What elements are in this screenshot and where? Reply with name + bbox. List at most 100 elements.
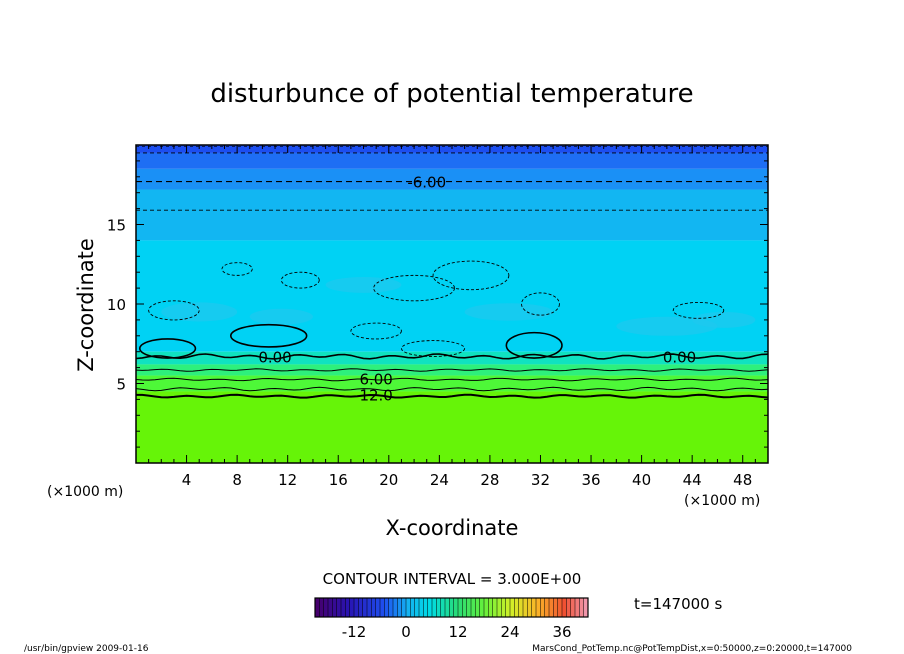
value-layer-7 [136,375,768,392]
colorbar-cell-0 [315,598,320,617]
colorbar-cell-24 [419,598,424,617]
x-tick-label-48: 48 [733,471,752,489]
negative-contour-loop-6 [221,262,253,276]
negative-contour-loop-8 [148,300,200,321]
colorbar-tick-label-4: 36 [552,623,571,641]
colorbar-cell-14 [375,598,381,617]
colorbar-cell-22 [410,598,415,617]
negative-contour-loop-5 [672,301,725,319]
colorbar-cell-49 [527,598,532,617]
footer-left: /usr/bin/gpview 2009-01-16 [24,644,149,654]
negative-contour-loop-7 [280,271,320,289]
variation-patch-2 [464,303,554,321]
colorbar-cell-33 [458,598,463,617]
colorbar-cell-37 [475,598,480,617]
colorbar-cell-45 [510,598,515,617]
colorbar-frame [314,597,589,618]
colorbar-cell-59 [570,598,576,617]
contour-label-3: 6.00 [359,371,392,389]
value-layer-3 [136,189,768,241]
colorbar-cell-48 [523,598,528,617]
colorbar: -12 0 12 24 36 [314,597,589,641]
negative-contour-loop-3 [350,322,402,340]
colorbar-cell-60 [575,598,580,617]
colorbar-cell-52 [540,598,545,617]
variation-patch-4 [692,311,756,328]
colorbar-cell-46 [514,598,519,617]
x-tick-label-4: 4 [182,471,192,489]
x-tick-label-44: 44 [683,471,702,489]
colorbar-cell-41 [492,598,498,617]
x-tick-label-20: 20 [379,471,398,489]
colorbar-cell-57 [562,598,567,617]
colorbar-cell-50 [531,598,537,617]
colorbar-cell-30 [445,598,450,617]
colorbar-cell-39 [484,598,489,617]
colorbar-cell-31 [449,598,454,617]
colorbar-cell-15 [380,598,385,617]
contour-label-0: -6.00 [407,174,446,192]
contour-9 [135,386,769,392]
colorbar-cell-20 [401,598,407,617]
contour-12 [136,393,769,399]
colorbar-tick-label-1: 0 [401,623,411,641]
negative-contour-loop-4 [400,340,466,357]
x-tick-label-28: 28 [480,471,499,489]
colorbar-cell-40 [488,598,493,617]
colorbar-cell-1 [319,598,324,617]
zero-contour-loop-2 [505,331,563,359]
colorbar-cell-38 [479,598,485,617]
colorbar-cell-35 [466,598,472,617]
colorbar-tick-label-3: 24 [500,623,519,641]
colorbar-cell-2 [323,598,329,617]
y-axis-label: Z-coordinate [74,238,98,372]
x-tick-label-12: 12 [278,471,297,489]
colorbar-cell-5 [336,598,342,617]
colorbar-cell-51 [536,598,541,617]
colorbar-cell-23 [414,598,420,617]
x-tick-label-40: 40 [632,471,651,489]
colorbar-cell-11 [362,598,368,617]
colorbar-cell-36 [471,598,476,617]
y-tick-label-5: 5 [116,376,126,394]
variation-patch-3 [616,316,718,336]
colorbar-cell-12 [367,598,372,617]
contour-3 [135,368,769,372]
x-axis-label: X-coordinate [386,516,519,540]
colorbar-cell-28 [436,598,441,617]
footer-right: MarsCond_PotTemp.nc@PotTempDist,x=0:5000… [532,644,852,654]
colorbar-cell-7 [345,598,350,617]
colorbar-cell-16 [384,598,389,617]
contour-label-2: 0.00 [663,348,696,366]
contour-label-1: 0.00 [258,348,291,366]
colorbar-cell-42 [497,598,502,617]
contour-interval-label: CONTOUR INTERVAL = 3.000E+00 [323,570,582,588]
colorbar-cell-21 [406,598,411,617]
value-layer-2 [136,168,768,190]
colorbar-tick-label-2: 12 [448,623,467,641]
plot-area [136,145,768,463]
colorbar-cell-54 [549,598,554,617]
contour-6 [135,377,769,382]
colorbar-cell-18 [393,598,398,617]
x-tick-label-24: 24 [430,471,449,489]
zero-contour-loop-1 [138,338,197,359]
colorbar-cell-13 [371,598,376,617]
colorbar-cell-43 [501,598,506,617]
colorbar-cell-44 [505,598,511,617]
x-tick-label-16: 16 [329,471,348,489]
colorbar-cell-3 [328,598,333,617]
x-tick-label-8: 8 [232,471,242,489]
x-tick-label-32: 32 [531,471,550,489]
colorbar-cell-9 [354,598,359,617]
colorbar-cell-26 [427,598,433,617]
y-tick-label-15: 15 [107,217,126,235]
colorbar-cell-34 [462,598,467,617]
contour-0 [135,353,769,360]
colorbar-tick-label-0: -12 [342,623,367,641]
colorbar-cell-53 [544,598,550,617]
value-layer-1 [136,152,768,169]
variation-patch-5 [325,276,402,293]
